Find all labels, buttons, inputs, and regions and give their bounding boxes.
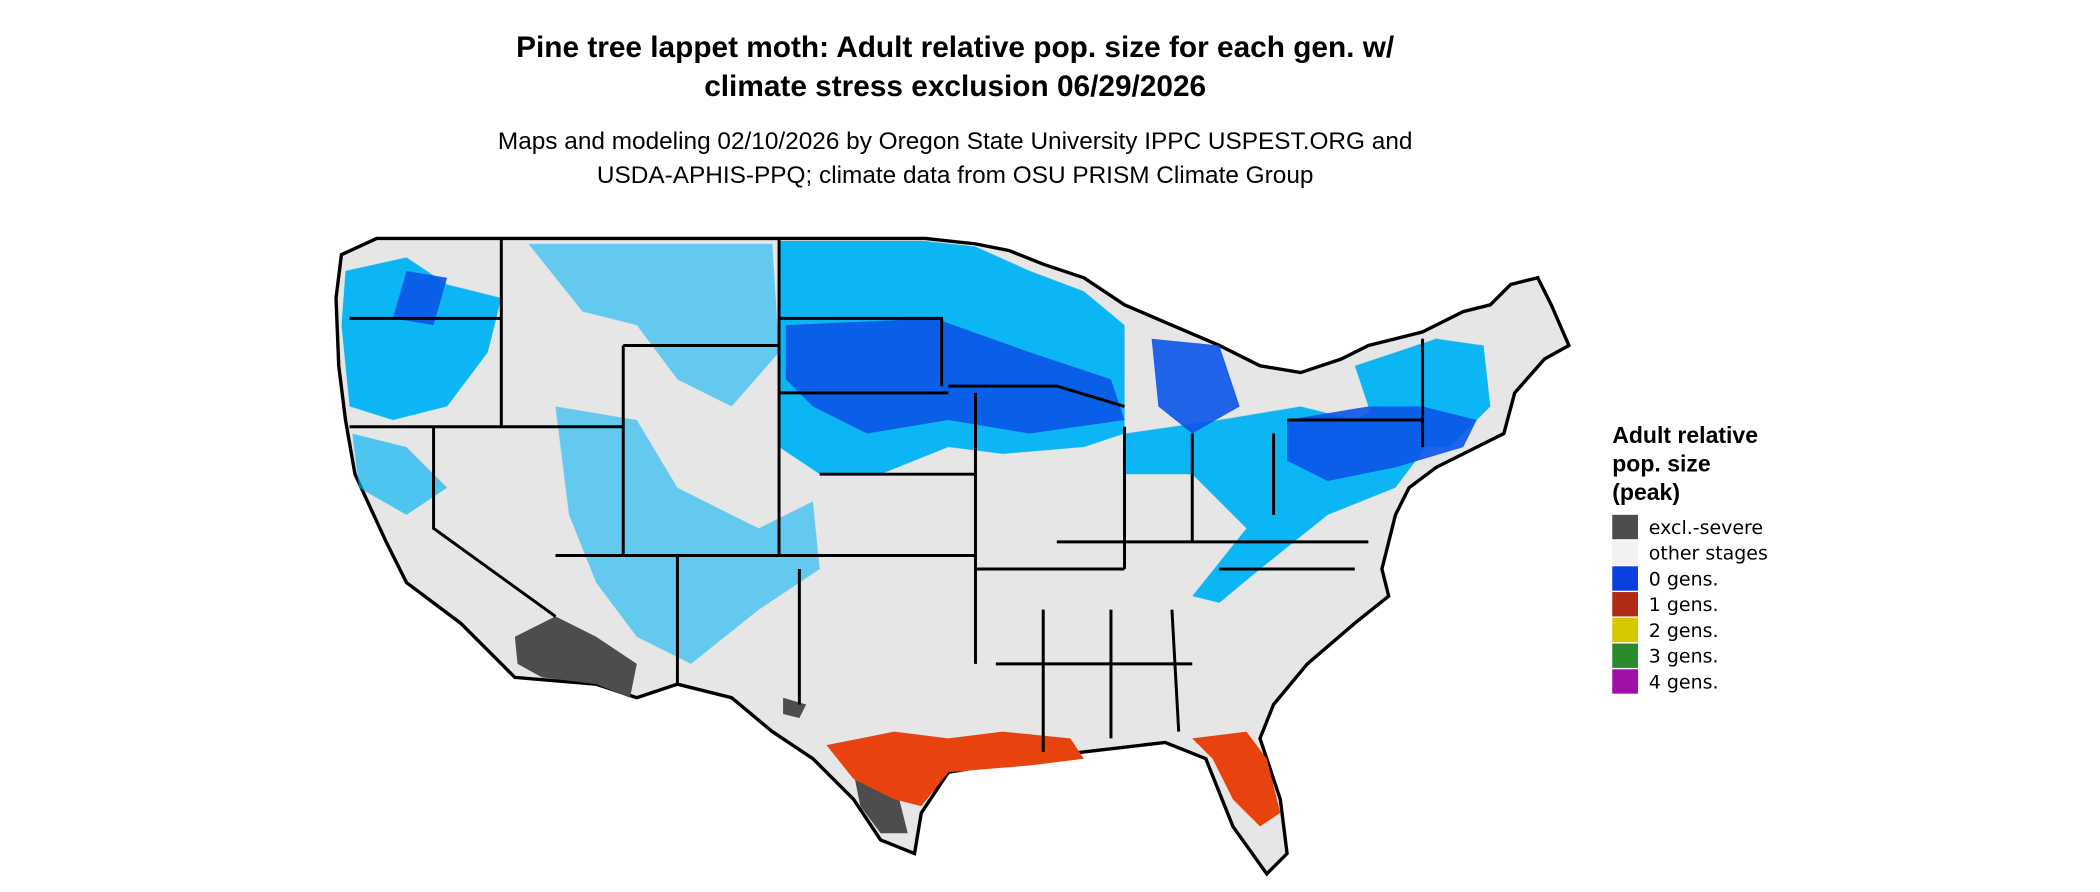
- title-line: Pine tree lappet moth: Adult relative po…: [516, 31, 1394, 64]
- titles: Pine tree lappet moth: Adult relative po…: [498, 31, 1413, 189]
- legend-swatch: [1612, 592, 1638, 617]
- legend-label: excl.-severe: [1649, 517, 1763, 539]
- legend-label: 3 gens.: [1649, 646, 1719, 668]
- us-map: [334, 236, 1572, 877]
- legend-label: 0 gens.: [1649, 568, 1719, 590]
- legend-label: other stages: [1649, 543, 1768, 565]
- legend-swatch: [1612, 643, 1638, 668]
- legend-swatch: [1612, 566, 1638, 591]
- subtitle-line: USDA-APHIS-PPQ; climate data from OSU PR…: [597, 162, 1314, 189]
- legend-label: 1 gens.: [1649, 594, 1719, 616]
- legend-title: (peak): [1612, 479, 1680, 505]
- subtitle-line: Maps and modeling 02/10/2026 by Oregon S…: [498, 128, 1413, 155]
- state-borders: [349, 238, 1425, 752]
- legend-label: 2 gens.: [1649, 620, 1719, 642]
- pop-1-gens: [826, 731, 1281, 827]
- legend-swatch: [1612, 514, 1638, 540]
- legend-swatch: [1612, 617, 1638, 643]
- legend-swatch: [1612, 669, 1638, 694]
- legend-swatch: [1612, 540, 1638, 565]
- title-line: climate stress exclusion 06/29/2026: [704, 70, 1206, 103]
- legend-title: pop. size: [1612, 450, 1711, 476]
- pop-0-gens-dark: [392, 270, 1477, 481]
- legend-label: 4 gens.: [1649, 671, 1719, 693]
- legend-title: Adult relative: [1612, 422, 1758, 448]
